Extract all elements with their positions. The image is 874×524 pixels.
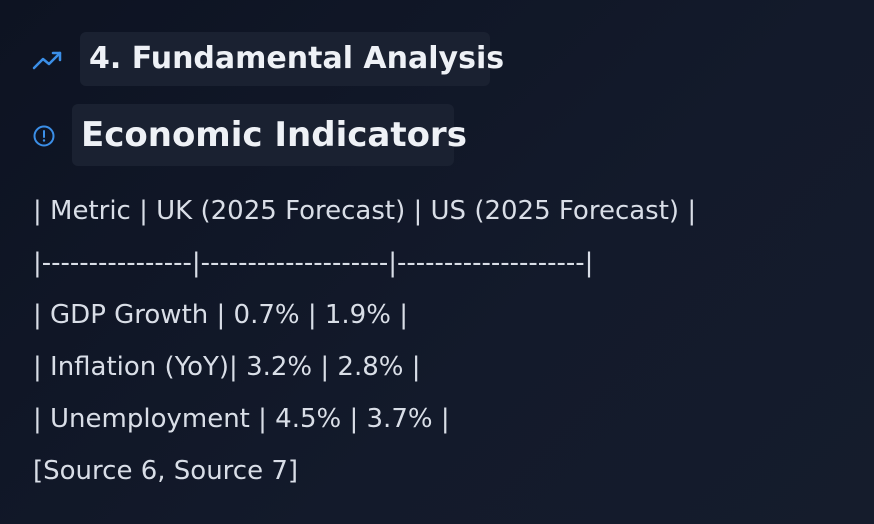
- info-icon: [33, 125, 55, 147]
- section-heading: 4. Fundamental Analysis: [80, 32, 504, 86]
- trending-icon: [32, 51, 62, 70]
- text-line: [Source 6, Source 7]: [33, 456, 299, 486]
- text-line: |----------------|--------------------|-…: [33, 248, 594, 278]
- text-block: | Metric | UK (2025 Forecast) | US (2025…: [33, 185, 696, 497]
- text-line: | Metric | UK (2025 Forecast) | US (2025…: [33, 196, 697, 226]
- text-line: | GDP Growth | 0.7% | 1.9% |: [33, 300, 408, 330]
- text-line: | Inflation (YoY)| 3.2% | 2.8% |: [33, 352, 421, 382]
- text-line: | Unemployment | 4.5% | 3.7% |: [33, 404, 450, 434]
- subheading: Economic Indicators: [72, 104, 467, 166]
